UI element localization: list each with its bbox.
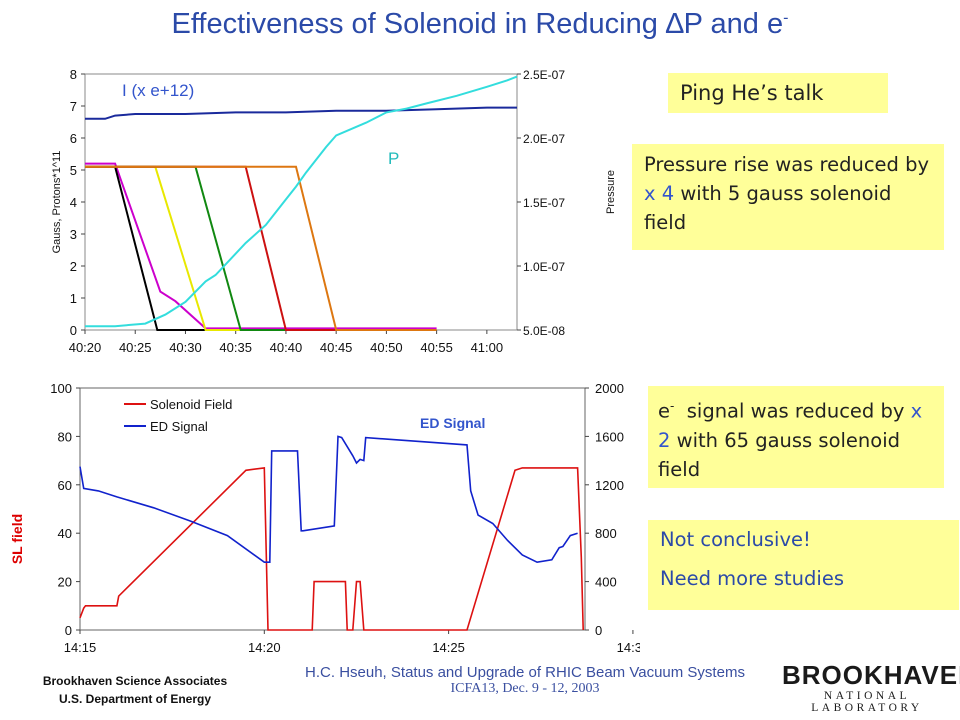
bnl-logo: BROOKHAVEN NATIONAL LABORATORY (782, 660, 960, 714)
series-line-7 (85, 75, 518, 328)
y2-tick-label: 2000 (595, 381, 624, 396)
conclusion-box: Not conclusive! Need more studies (648, 520, 959, 610)
series-line-4 (85, 165, 337, 331)
pressure-text-a: Pressure rise was reduced by (644, 153, 930, 176)
y2-tick-label: 2.0E-07 (523, 132, 565, 146)
y2-tick-label: 2.5E-07 (523, 68, 565, 82)
y-axis-label: SL field (9, 514, 25, 564)
series-line-5 (85, 165, 387, 331)
x-tick-label: 14:15 (64, 640, 97, 655)
x-tick-label: 40:20 (69, 340, 102, 355)
series-line-1 (85, 162, 437, 330)
org-line-2: U.S. Department of Energy (58, 692, 212, 706)
y2-tick-label: 1.0E-07 (523, 260, 565, 274)
org-line-1: Brookhaven Science Associates (42, 674, 228, 688)
plot-frame (79, 387, 586, 631)
not-conclusive-text: Not conclusive! (660, 528, 811, 551)
e-letter: e (658, 399, 670, 423)
y2-tick-label: 1200 (595, 478, 624, 493)
logo-brookhaven: BROOKHAVEN (782, 660, 960, 690)
footer-talk: H.C. Hseuh, Status and Upgrade of RHIC B… (270, 664, 780, 697)
y-tick-label: 80 (58, 429, 72, 444)
y-tick-label: 2 (70, 259, 77, 274)
y-tick-label: 20 (58, 575, 72, 590)
slide-title: Effectiveness of Solenoid in Reducing ∆P… (0, 8, 960, 41)
y-tick-label: 0 (65, 623, 72, 638)
annotation-pressure: P (388, 149, 399, 168)
ed-signal-chart: 0 20 40 60 80 100 0 400 800 1200 1600 2000 14:15 14:2… (9, 381, 640, 655)
y-tick-label: 7 (70, 99, 77, 114)
y2-tick-label: 5.0E-08 (523, 324, 565, 338)
x-tick-label: 40:30 (169, 340, 202, 355)
legend-label-0: Solenoid Field (150, 397, 232, 412)
y2-tick-label: 1600 (595, 429, 624, 444)
title-text-2: P and e (683, 8, 784, 40)
ping-box: Ping He’s talk (668, 73, 888, 113)
logo-national-lab: NATIONAL LABORATORY (811, 690, 923, 714)
pressure-box: Pressure rise was reduced by x 4 with 5 … (632, 144, 944, 250)
pressure-text-b: with 5 gauss solenoid field (644, 182, 892, 234)
y2-tick-label: 0 (595, 623, 602, 638)
y-tick-label: 0 (70, 323, 77, 338)
x-tick-label: 40:50 (370, 340, 403, 355)
x-tick-label: 40:55 (420, 340, 453, 355)
series-line-2 (85, 165, 236, 331)
x-tick-label: 14:25 (432, 640, 465, 655)
e-factor: x 2 (658, 399, 923, 452)
e-superscript: - (670, 399, 675, 413)
y-tick-label: 6 (70, 131, 77, 146)
e-text-b: with 65 gauss solenoid field (658, 428, 900, 481)
series-line-0 (79, 466, 584, 631)
y2-tick-label: 400 (595, 575, 617, 590)
legend-label-1: ED Signal (150, 419, 208, 434)
y-tick-label: 8 (70, 67, 77, 82)
e-signal-box: e- signal was reduced by x 2 with 65 gau… (648, 386, 944, 488)
x-tick-label: 40:35 (219, 340, 252, 355)
x-tick-label: 14:30 (617, 640, 640, 655)
y2-tick-label: 1.5E-07 (523, 196, 565, 210)
x-tick-label: 41:00 (471, 340, 504, 355)
ping-text: Ping He’s talk (680, 81, 824, 105)
series-line-1 (79, 435, 578, 564)
footer-org: Brookhaven Science Associates U.S. Depar… (20, 672, 250, 708)
pressure-factor: x 4 (644, 182, 675, 205)
y-tick-label: 40 (58, 526, 72, 541)
talk-title: H.C. Hseuh, Status and Upgrade of RHIC B… (305, 664, 745, 681)
y-tick-label: 3 (70, 227, 77, 242)
series-line-0 (85, 106, 517, 120)
annotation-ed-signal: ED Signal (420, 415, 485, 431)
annotation-current: I (x e+12) (122, 81, 194, 100)
series-line-3 (85, 165, 286, 331)
x-tick-label: 40:25 (119, 340, 152, 355)
title-superscript: - (783, 9, 789, 27)
y-tick-label: 1 (70, 291, 77, 306)
x-tick-label: 14:20 (248, 640, 281, 655)
title-text: Effectiveness of Solenoid in Reducing (171, 8, 666, 40)
y-axis-label: Gauss, Protons*1^11 (51, 151, 63, 254)
x-tick-label: 40:45 (320, 340, 353, 355)
series-line-6 (85, 165, 437, 331)
y2-tick-label: 800 (595, 526, 617, 541)
y-tick-label: 5 (70, 163, 77, 178)
y-tick-label: 60 (58, 478, 72, 493)
y2-axis-label: Pressure (605, 170, 617, 214)
pressure-chart: 0 1 2 3 4 5 6 7 8 5.0E-08 1.0E-07 1.5E-07 2.0E-07 2.5… (51, 67, 617, 355)
title-delta: ∆ (665, 8, 684, 40)
e-text-a: signal was reduced by (674, 399, 911, 423)
y-tick-label: 100 (50, 381, 72, 396)
conference: ICFA13, Dec. 9 - 12, 2003 (450, 681, 600, 696)
y-tick-label: 4 (70, 195, 77, 210)
x-tick-label: 40:40 (270, 340, 303, 355)
more-studies-text: Need more studies (660, 567, 844, 590)
